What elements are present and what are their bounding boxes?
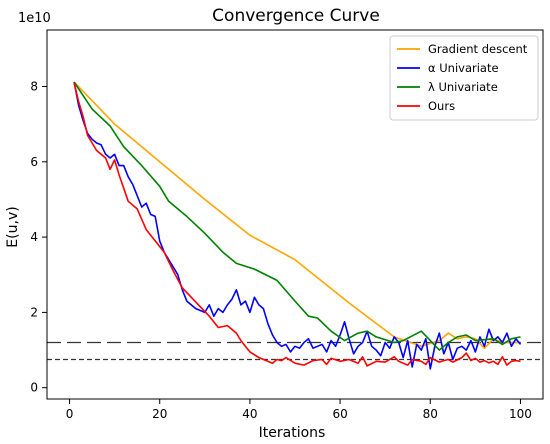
legend: Gradient descent α Univariate λ Univariate…: [389, 35, 539, 121]
y-tick-label: 6: [30, 155, 38, 169]
y-axis-label: E(u,v): [5, 206, 21, 247]
series-line-3: [73, 81, 521, 351]
x-tick-label: 80: [423, 407, 438, 421]
y-tick-label: 2: [30, 305, 38, 319]
legend-box: [389, 35, 539, 121]
series-line-1: [73, 81, 521, 349]
x-axis-label: Iterations: [259, 425, 326, 441]
x-tick-label: 40: [242, 407, 257, 421]
series-line-4: [73, 82, 521, 367]
x-tick-label: 100: [509, 407, 532, 421]
plot-area: [47, 81, 543, 370]
legend-label-2: α Univariate: [428, 61, 499, 75]
legend-label-3: λ Univariate: [428, 80, 498, 94]
axis-ticks: 0 20 40 60 80 100 0 2 4 6 8: [30, 79, 532, 421]
legend-label-4: Ours: [428, 99, 455, 113]
x-tick-label: 60: [332, 407, 347, 421]
x-tick-label: 0: [66, 407, 74, 421]
chart-title: Convergence Curve: [212, 6, 380, 26]
y-tick-label: 4: [30, 230, 38, 244]
x-tick-label: 20: [152, 407, 167, 421]
axes-frame: [46, 29, 544, 400]
series-line-2: [73, 81, 522, 370]
y-tick-label: 8: [30, 79, 38, 93]
legend-label-1: Gradient descent: [428, 42, 528, 56]
y-tick-label: 0: [30, 381, 38, 395]
y-axis-scale-label: 1e10: [18, 11, 51, 26]
